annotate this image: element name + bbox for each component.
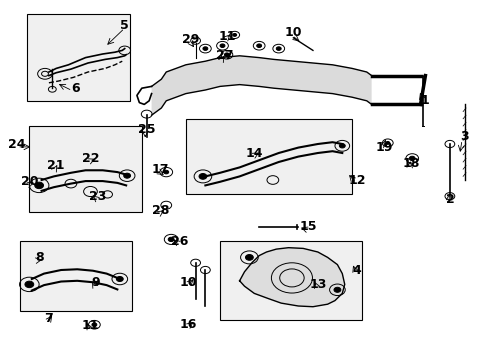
- Bar: [220, 241, 361, 320]
- Text: 18: 18: [401, 157, 419, 170]
- Text: 14: 14: [245, 147, 263, 159]
- Text: 6: 6: [71, 82, 80, 95]
- Text: 25: 25: [138, 123, 155, 136]
- Text: 10: 10: [284, 26, 302, 39]
- Text: 11: 11: [218, 30, 236, 42]
- Text: 27: 27: [216, 49, 233, 62]
- Circle shape: [35, 182, 43, 189]
- Circle shape: [163, 170, 168, 174]
- Circle shape: [224, 53, 229, 57]
- Circle shape: [203, 47, 207, 50]
- Text: 12: 12: [347, 174, 365, 186]
- Bar: [20, 241, 132, 311]
- Circle shape: [220, 44, 224, 48]
- Circle shape: [385, 141, 389, 144]
- Text: 2: 2: [445, 193, 453, 206]
- Circle shape: [339, 144, 345, 148]
- Text: 23: 23: [89, 190, 106, 203]
- Circle shape: [408, 156, 414, 161]
- Text: 5: 5: [120, 19, 129, 32]
- Circle shape: [245, 255, 253, 260]
- Text: 20: 20: [20, 175, 38, 188]
- Circle shape: [168, 237, 174, 242]
- Text: 22: 22: [81, 152, 99, 165]
- Circle shape: [116, 276, 123, 282]
- Circle shape: [256, 44, 261, 48]
- Text: 13: 13: [308, 278, 326, 291]
- Text: 21: 21: [47, 159, 65, 172]
- Bar: [185, 119, 351, 194]
- Text: 26: 26: [171, 235, 188, 248]
- Polygon shape: [151, 56, 371, 115]
- Bar: [29, 126, 142, 212]
- Bar: [27, 14, 129, 101]
- Text: 15: 15: [299, 220, 316, 233]
- Text: 10: 10: [179, 276, 197, 289]
- Text: 11: 11: [81, 319, 99, 332]
- Text: 3: 3: [459, 130, 468, 143]
- Text: 17: 17: [151, 163, 169, 176]
- Polygon shape: [239, 248, 344, 307]
- Text: 1: 1: [420, 94, 429, 107]
- Text: 28: 28: [151, 204, 169, 217]
- Text: 16: 16: [179, 318, 197, 330]
- Text: 24: 24: [8, 138, 26, 150]
- Text: 19: 19: [374, 141, 392, 154]
- Circle shape: [123, 173, 130, 178]
- Text: 7: 7: [44, 312, 53, 325]
- Circle shape: [232, 33, 236, 36]
- Text: 8: 8: [35, 251, 43, 264]
- Text: 29: 29: [182, 33, 199, 46]
- Text: 9: 9: [91, 276, 100, 289]
- Circle shape: [25, 281, 34, 288]
- Circle shape: [92, 323, 97, 327]
- Text: 4: 4: [352, 264, 361, 276]
- Circle shape: [199, 174, 206, 179]
- Circle shape: [333, 287, 340, 292]
- Circle shape: [276, 47, 281, 50]
